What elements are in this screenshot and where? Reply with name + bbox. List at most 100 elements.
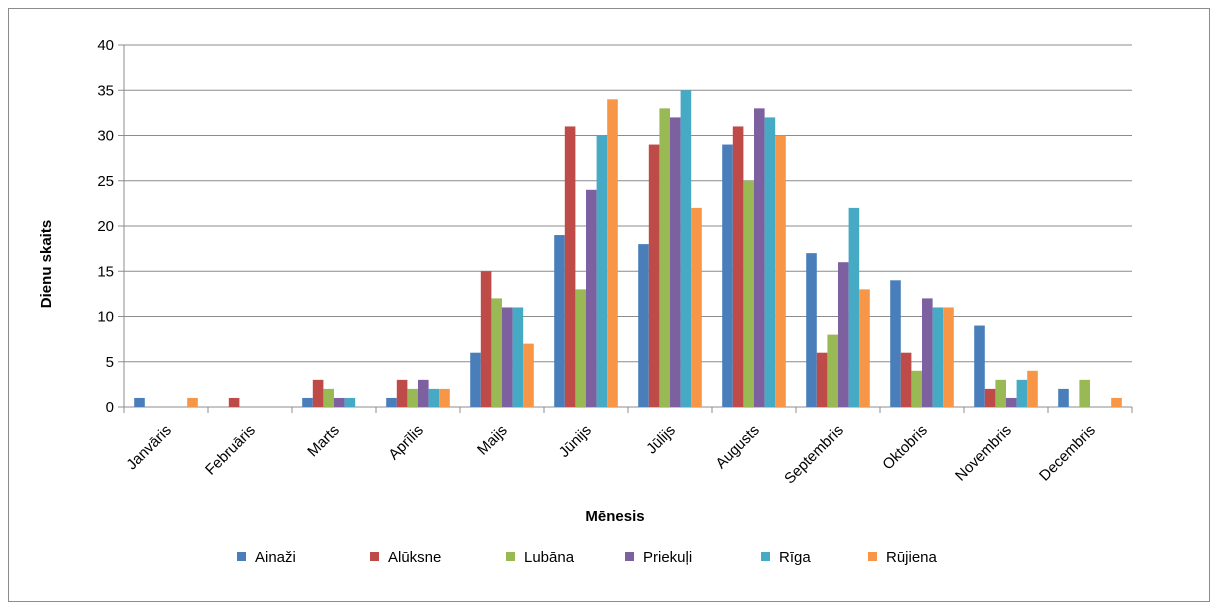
x-tick-label: Maijs [474, 422, 511, 459]
bar [323, 388, 334, 407]
bar [754, 108, 765, 407]
bar [334, 397, 345, 407]
bar [890, 280, 901, 407]
bar [670, 117, 681, 408]
y-tick-label: 0 [106, 399, 114, 416]
y-tick-label: 25 [97, 173, 114, 190]
x-tick-label: Februāris [202, 422, 259, 479]
y-tick-label: 15 [97, 263, 114, 280]
bar [1027, 370, 1038, 407]
bar [680, 90, 692, 407]
y-tick-labels: 0 5 10 15 20 25 30 35 40 [97, 37, 114, 416]
bar [1006, 397, 1017, 407]
bar [187, 397, 198, 407]
bar [480, 271, 492, 407]
x-tick-label: Jūlijs [643, 422, 679, 458]
legend-label: Rūjiena [886, 549, 938, 566]
bar [386, 397, 397, 407]
bar [439, 388, 450, 407]
bars [134, 90, 1122, 408]
x-tick-label: Jūnijs [556, 422, 595, 461]
bar-chart: Dienu skaits Mēnesis 0 5 10 15 20 25 30 35 40 Ja… [38, 37, 1133, 566]
bar [838, 262, 849, 407]
bar [312, 379, 324, 407]
legend-swatch [625, 552, 634, 561]
x-tick-label: Aprīlis [385, 422, 426, 463]
y-tick-label: 40 [97, 37, 114, 54]
bar [564, 126, 576, 407]
bar [827, 334, 838, 407]
bar [396, 379, 408, 407]
y-tick-label: 30 [97, 128, 114, 145]
y-tick-label: 10 [97, 309, 114, 326]
bar [922, 298, 933, 407]
bar [491, 298, 502, 407]
bar [596, 135, 608, 407]
bar [984, 388, 996, 407]
legend-swatch [370, 552, 379, 561]
bar [575, 289, 586, 407]
bar [470, 352, 481, 407]
bar [764, 117, 776, 408]
legend-label: Priekuļi [643, 549, 692, 566]
bar [554, 235, 565, 407]
y-tick-label: 35 [97, 82, 114, 99]
x-tick-label: Augusts [712, 422, 762, 472]
x-tick-label: Oktobris [879, 422, 931, 474]
bar [638, 244, 649, 407]
bar [1079, 379, 1090, 407]
y-axis-title: Dienu skaits [38, 220, 55, 308]
legend-swatch [761, 552, 770, 561]
bar [900, 352, 912, 407]
bar [848, 207, 860, 407]
bar [134, 397, 145, 407]
x-tick-label: Marts [304, 422, 343, 461]
bar [974, 325, 985, 407]
bar [302, 397, 313, 407]
bar [995, 379, 1006, 407]
x-tick-label: Novembris [952, 422, 1015, 485]
bar [228, 397, 240, 407]
legend: Ainaži Alūksne Lubāna Priekuļi Rīga Rūjiena [237, 549, 938, 566]
bar [586, 189, 597, 407]
legend-label: Lubāna [524, 549, 575, 566]
bar [523, 343, 534, 407]
bar [943, 307, 954, 407]
bar [722, 144, 733, 408]
legend-label: Ainaži [255, 549, 296, 566]
bar [806, 253, 817, 407]
bar [407, 388, 418, 407]
y-tick-label: 20 [97, 218, 114, 235]
bar [932, 307, 944, 407]
bar [428, 388, 440, 407]
bar [344, 397, 356, 407]
bar [502, 307, 513, 407]
legend-swatch [868, 552, 877, 561]
x-tick-labels: Janvāris Februāris Marts Aprīlis Maijs Jūnijs… [123, 422, 1099, 488]
x-tick-label: Janvāris [123, 422, 175, 474]
bar [775, 135, 786, 407]
legend-swatch [506, 552, 515, 561]
legend-swatch [237, 552, 246, 561]
x-axis-title: Mēnesis [585, 508, 644, 525]
bar [607, 99, 618, 408]
bar [1111, 397, 1122, 407]
chart-frame: Dienu skaits Mēnesis 0 5 10 15 20 25 30 35 40 Ja… [8, 8, 1210, 602]
bar [816, 352, 828, 407]
legend-label: Alūksne [388, 549, 441, 566]
gridlines [118, 44, 1133, 413]
y-tick-label: 5 [106, 354, 114, 371]
bar [691, 207, 702, 407]
legend-label: Rīga [779, 549, 811, 566]
bar [1016, 379, 1028, 407]
bar [659, 108, 670, 407]
bar [512, 307, 524, 407]
bar [911, 370, 922, 407]
bar [648, 144, 660, 408]
bar [732, 126, 744, 407]
x-tick-label: Septembris [781, 422, 847, 488]
bar [859, 289, 870, 407]
bar [1058, 388, 1069, 407]
bar [743, 180, 754, 407]
bar [418, 379, 429, 407]
